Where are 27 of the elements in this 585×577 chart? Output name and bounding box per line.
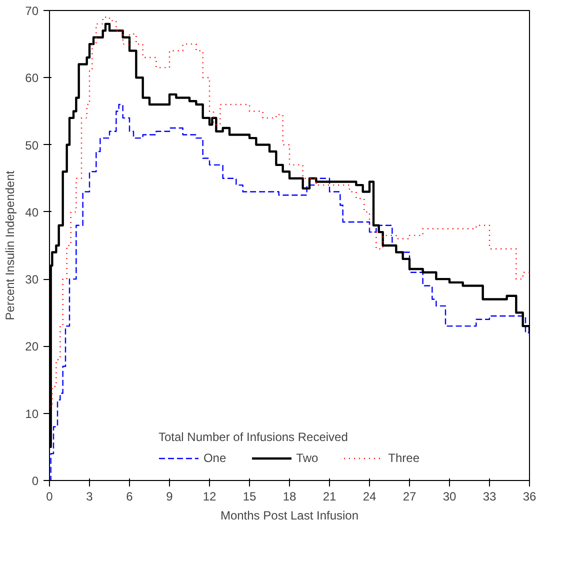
y-axis-title: Percent Insulin Independent xyxy=(3,170,18,320)
y-tick-label: 40 xyxy=(25,205,39,220)
x-tick-label: 21 xyxy=(322,490,336,504)
y-tick-label: 0 xyxy=(32,474,39,488)
y-tick-label: 10 xyxy=(25,406,39,421)
x-axis-title: Months Post Last Infusion xyxy=(220,508,359,522)
x-tick-label: 3 xyxy=(86,490,94,504)
y-tick-label: 60 xyxy=(25,71,39,86)
y-tick-label: 70 xyxy=(25,4,39,18)
x-tick-label: 15 xyxy=(242,490,256,504)
x-tick-label: 18 xyxy=(282,490,296,504)
x-tick-label: 12 xyxy=(202,490,216,504)
y-tick-label: 30 xyxy=(25,272,39,287)
legend-title: Total Number of Infusions Received xyxy=(158,430,349,444)
y-tick-label: 50 xyxy=(25,138,39,152)
x-tick-label: 33 xyxy=(482,490,496,504)
y-tick-label: 20 xyxy=(25,340,39,354)
x-tick-label: 36 xyxy=(522,490,536,504)
legend-label: Two xyxy=(296,451,318,465)
x-tick-label: 30 xyxy=(442,490,456,504)
x-tick-label: 6 xyxy=(126,490,134,504)
legend-label: One xyxy=(203,451,226,465)
legend-label: Three xyxy=(388,451,420,465)
x-tick-label: 9 xyxy=(166,490,174,504)
x-tick-label: 27 xyxy=(402,490,416,504)
x-tick-label: 24 xyxy=(362,490,376,504)
x-tick-label: 0 xyxy=(46,490,54,504)
